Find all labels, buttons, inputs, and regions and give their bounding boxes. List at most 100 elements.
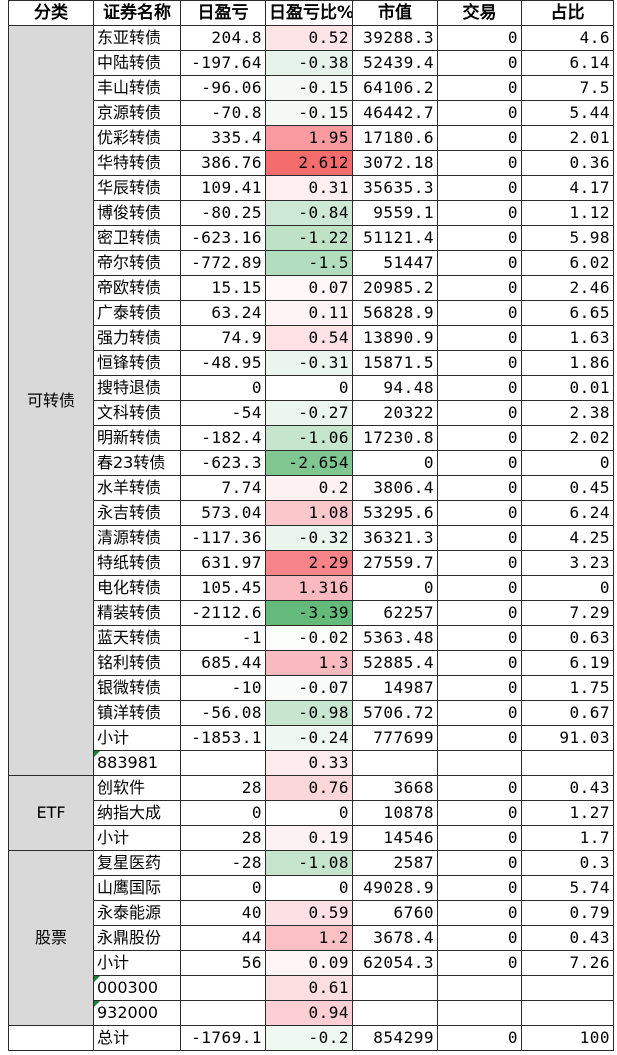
pnl-cell[interactable]: -1769.1 (180, 1025, 266, 1051)
pnl-cell[interactable]: -182.4 (180, 425, 266, 451)
trades-cell[interactable]: 0 (437, 725, 522, 751)
name-cell[interactable]: 电化转债 (93, 575, 181, 601)
market-value-cell[interactable]: 52885.4 (352, 650, 438, 676)
pnl-pct-cell[interactable]: 0.19 (265, 825, 353, 851)
pnl-pct-cell[interactable]: 1.95 (265, 125, 353, 151)
name-cell[interactable]: 广泰转债 (93, 300, 181, 326)
market-value-cell[interactable]: 2587 (352, 850, 438, 876)
pnl-pct-cell[interactable]: 2.29 (265, 550, 353, 576)
pnl-cell[interactable]: -48.95 (180, 350, 266, 376)
name-cell[interactable]: 永泰能源 (93, 900, 181, 926)
market-value-cell[interactable] (352, 975, 438, 1001)
pnl-pct-cell[interactable]: 0 (265, 875, 353, 901)
pnl-pct-cell[interactable]: -0.84 (265, 200, 353, 226)
pnl-pct-cell[interactable]: 0.33 (265, 750, 353, 776)
market-value-cell[interactable]: 15871.5 (352, 350, 438, 376)
ratio-cell[interactable]: 7.29 (521, 600, 614, 626)
pnl-pct-cell[interactable]: 0.52 (265, 25, 353, 51)
pnl-pct-cell[interactable]: -1.22 (265, 225, 353, 251)
name-cell[interactable]: 水羊转债 (93, 475, 181, 501)
ratio-cell[interactable]: 1.7 (521, 825, 614, 851)
ratio-cell[interactable]: 1.63 (521, 325, 614, 351)
pnl-cell[interactable] (180, 1000, 266, 1026)
market-value-cell[interactable]: 94.48 (352, 375, 438, 401)
ratio-cell[interactable]: 0.45 (521, 475, 614, 501)
ratio-cell[interactable]: 100 (521, 1025, 614, 1051)
market-value-cell[interactable]: 39288.3 (352, 25, 438, 51)
trades-cell[interactable]: 0 (437, 675, 522, 701)
pnl-cell[interactable]: -772.89 (180, 250, 266, 276)
pnl-cell[interactable]: 7.74 (180, 475, 266, 501)
pnl-pct-cell[interactable]: 0.61 (265, 975, 353, 1001)
ratio-cell[interactable]: 5.44 (521, 100, 614, 126)
market-value-cell[interactable]: 3806.4 (352, 475, 438, 501)
market-value-cell[interactable]: 53295.6 (352, 500, 438, 526)
pnl-pct-cell[interactable]: 0.59 (265, 900, 353, 926)
name-cell[interactable]: 优彩转债 (93, 125, 181, 151)
market-value-cell[interactable]: 46442.7 (352, 100, 438, 126)
name-cell[interactable]: 小计 (93, 825, 181, 851)
market-value-cell[interactable] (352, 750, 438, 776)
name-cell[interactable]: 镇洋转债 (93, 700, 181, 726)
pnl-pct-cell[interactable]: -0.24 (265, 725, 353, 751)
name-cell[interactable]: 复星医药 (93, 850, 181, 876)
market-value-cell[interactable]: 9559.1 (352, 200, 438, 226)
market-value-cell[interactable]: 20322 (352, 400, 438, 426)
market-value-cell[interactable]: 56828.9 (352, 300, 438, 326)
pnl-pct-cell[interactable]: -0.15 (265, 100, 353, 126)
pnl-cell[interactable]: -10 (180, 675, 266, 701)
ratio-cell[interactable]: 4.17 (521, 175, 614, 201)
trades-cell[interactable]: 0 (437, 900, 522, 926)
trades-cell[interactable]: 0 (437, 550, 522, 576)
ratio-cell[interactable]: 2.01 (521, 125, 614, 151)
name-cell[interactable]: 883981 (93, 750, 181, 776)
category-cell[interactable]: ETF (8, 775, 94, 851)
ratio-cell[interactable] (521, 1000, 614, 1026)
category-cell[interactable] (8, 1025, 94, 1051)
trades-cell[interactable]: 0 (437, 850, 522, 876)
trades-cell[interactable]: 0 (437, 525, 522, 551)
pnl-pct-cell[interactable]: 0.31 (265, 175, 353, 201)
category-cell[interactable]: 可转债 (8, 25, 94, 776)
market-value-cell[interactable] (352, 1000, 438, 1026)
ratio-cell[interactable]: 91.03 (521, 725, 614, 751)
pnl-cell[interactable]: -197.64 (180, 50, 266, 76)
pnl-cell[interactable]: 204.8 (180, 25, 266, 51)
pnl-cell[interactable] (180, 750, 266, 776)
name-cell[interactable]: 京源转债 (93, 100, 181, 126)
ratio-cell[interactable]: 1.27 (521, 800, 614, 826)
name-cell[interactable]: 创软件 (93, 775, 181, 801)
pnl-cell[interactable]: 631.97 (180, 550, 266, 576)
market-value-cell[interactable]: 10878 (352, 800, 438, 826)
pnl-cell[interactable]: -623.16 (180, 225, 266, 251)
pnl-pct-cell[interactable]: 1.2 (265, 925, 353, 951)
category-cell[interactable]: 股票 (8, 850, 94, 1026)
name-cell[interactable]: 博俊转债 (93, 200, 181, 226)
ratio-cell[interactable]: 2.02 (521, 425, 614, 451)
pnl-pct-cell[interactable]: -0.31 (265, 350, 353, 376)
pnl-pct-cell[interactable]: 0 (265, 375, 353, 401)
market-value-cell[interactable]: 777699 (352, 725, 438, 751)
pnl-cell[interactable]: 44 (180, 925, 266, 951)
market-value-cell[interactable]: 27559.7 (352, 550, 438, 576)
pnl-cell[interactable]: -96.06 (180, 75, 266, 101)
pnl-pct-cell[interactable]: -0.32 (265, 525, 353, 551)
pnl-pct-cell[interactable]: 0 (265, 800, 353, 826)
trades-cell[interactable]: 0 (437, 625, 522, 651)
header-trades[interactable]: 交易 (437, 0, 522, 26)
trades-cell[interactable]: 0 (437, 50, 522, 76)
trades-cell[interactable]: 0 (437, 375, 522, 401)
pnl-pct-cell[interactable]: 0.94 (265, 1000, 353, 1026)
trades-cell[interactable]: 0 (437, 650, 522, 676)
ratio-cell[interactable]: 1.86 (521, 350, 614, 376)
pnl-pct-cell[interactable]: -0.98 (265, 700, 353, 726)
trades-cell[interactable]: 0 (437, 250, 522, 276)
name-cell[interactable]: 春23转债 (93, 450, 181, 476)
pnl-cell[interactable] (180, 975, 266, 1001)
trades-cell[interactable] (437, 975, 522, 1001)
market-value-cell[interactable]: 6760 (352, 900, 438, 926)
market-value-cell[interactable]: 0 (352, 450, 438, 476)
ratio-cell[interactable]: 7.26 (521, 950, 614, 976)
market-value-cell[interactable]: 3072.18 (352, 150, 438, 176)
pnl-cell[interactable]: 28 (180, 825, 266, 851)
